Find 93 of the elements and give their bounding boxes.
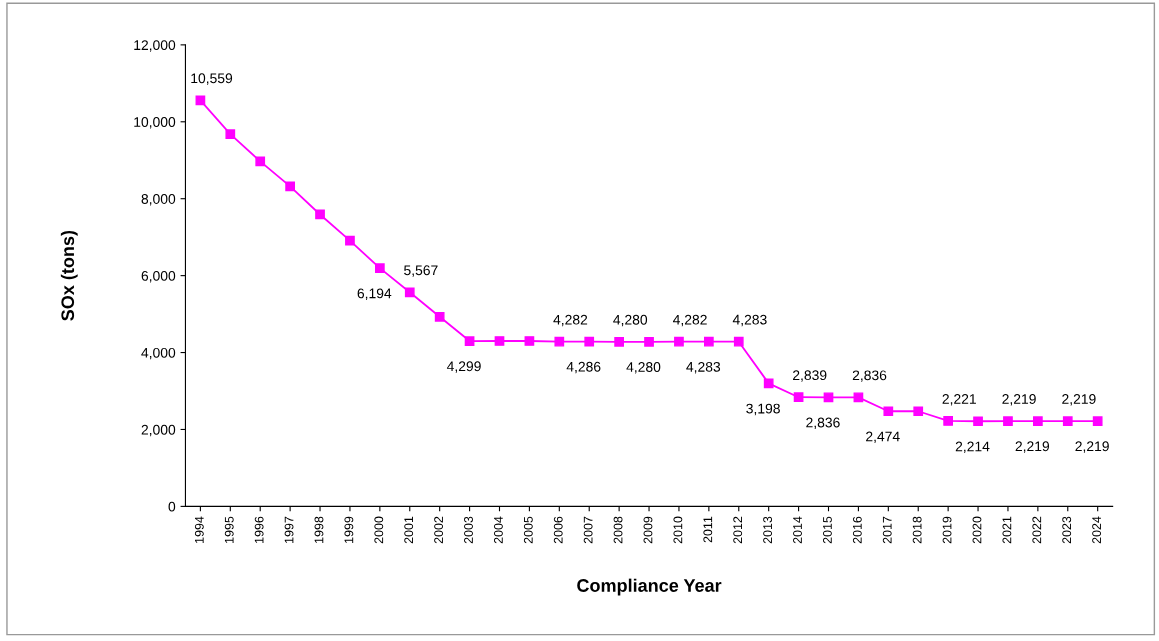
y-tick-label: 4,000 — [141, 347, 176, 360]
data-label: 4,282 — [553, 314, 588, 327]
point — [255, 156, 266, 167]
data-label: 4,280 — [626, 362, 661, 374]
data-label: 2,219 — [1062, 394, 1096, 406]
x-tick-label: 2010 — [673, 516, 683, 544]
point — [703, 336, 714, 347]
y-axis-title: SOx (tons) — [60, 230, 78, 321]
x-tick-label: 2002 — [434, 516, 444, 544]
data-label: 2,214 — [955, 441, 990, 453]
data-label: 2,836 — [806, 417, 840, 430]
x-tick-label: 2016 — [852, 516, 862, 544]
point — [883, 406, 894, 417]
x-axis-title: Compliance Year — [577, 578, 722, 596]
x-tick-label: 1995 — [224, 516, 234, 543]
point — [464, 336, 475, 346]
point — [1033, 416, 1043, 426]
x-tick-label: 2018 — [912, 516, 922, 544]
point — [285, 181, 295, 192]
point — [494, 336, 505, 346]
y-tick-label: 10,000 — [134, 117, 176, 129]
x-tick-label: 2003 — [464, 516, 473, 544]
point — [554, 336, 565, 347]
x-tick-label: 2013 — [763, 516, 773, 544]
data-label: 4,283 — [686, 361, 721, 374]
point — [315, 209, 325, 220]
x-tick-label: 2019 — [942, 516, 952, 544]
y-tick-label: 8,000 — [141, 194, 176, 206]
data-label: 6,194 — [357, 288, 392, 300]
x-tick-label: 2008 — [613, 516, 623, 544]
data-label: 2,221 — [942, 394, 976, 406]
x-tick-label: 2022 — [1032, 516, 1042, 544]
x-tick-label: 2007 — [583, 516, 593, 544]
point — [614, 336, 624, 347]
data-label: 2,839 — [793, 370, 827, 382]
point — [374, 263, 385, 274]
point — [973, 416, 983, 427]
data-label: 2,219 — [1015, 441, 1050, 453]
point — [853, 392, 864, 403]
x-tick-label: 2001 — [404, 516, 414, 544]
x-tick-label: 2009 — [643, 516, 653, 544]
point — [524, 336, 535, 346]
point — [823, 392, 834, 403]
data-label: 4,282 — [673, 314, 707, 327]
data-label: 2,219 — [1075, 441, 1109, 453]
data-label: 10,559 — [191, 73, 233, 85]
data-label: 3,198 — [746, 403, 780, 416]
x-tick-label: 2021 — [1002, 516, 1012, 544]
x-tick-label: 2024 — [1092, 516, 1102, 544]
data-label: 2,474 — [866, 431, 900, 443]
point — [943, 416, 953, 426]
point — [913, 406, 924, 417]
x-tick-label: 1998 — [314, 516, 324, 543]
data-label: 2,219 — [1002, 394, 1036, 406]
x-tick-label: 2000 — [374, 516, 384, 544]
point — [1062, 416, 1073, 426]
data-label: 4,286 — [566, 361, 601, 374]
x-tick-label: 2017 — [882, 516, 892, 544]
point — [345, 235, 355, 246]
x-tick-label: 2012 — [733, 516, 743, 544]
y-tick-label: 0 — [168, 501, 176, 512]
data-label: 4,283 — [732, 314, 767, 327]
point — [733, 336, 744, 347]
x-tick-label: 1999 — [344, 516, 354, 543]
point — [763, 378, 774, 389]
data-label: 5,567 — [404, 265, 438, 277]
x-tick-label: 2006 — [553, 516, 563, 544]
data-label: 4,280 — [613, 314, 648, 327]
y-tick-label: 12,000 — [134, 40, 176, 52]
data-label: 2,836 — [852, 370, 887, 382]
data-label: 4,299 — [446, 361, 481, 373]
x-tick-label: 1994 — [194, 516, 204, 543]
point — [434, 311, 445, 322]
x-tick-label: 1996 — [254, 516, 264, 543]
point — [404, 287, 415, 298]
x-tick-label: 1997 — [284, 516, 294, 543]
point — [1092, 416, 1103, 426]
x-tick-label: 2005 — [523, 516, 533, 544]
y-tick-label: 6,000 — [141, 270, 176, 283]
x-tick-label: 2011 — [703, 516, 713, 543]
x-tick-label: 2020 — [972, 516, 982, 544]
x-tick-label: 2015 — [823, 516, 832, 544]
x-tick-label: 2014 — [793, 516, 802, 544]
point — [1003, 416, 1013, 426]
point — [644, 336, 654, 347]
point — [584, 336, 595, 347]
point — [195, 95, 206, 106]
point — [793, 392, 804, 403]
y-tick-label: 2,000 — [141, 424, 176, 437]
point — [225, 129, 236, 139]
point — [674, 336, 684, 347]
x-tick-label: 2004 — [494, 516, 503, 544]
x-tick-label: 2023 — [1062, 516, 1072, 544]
